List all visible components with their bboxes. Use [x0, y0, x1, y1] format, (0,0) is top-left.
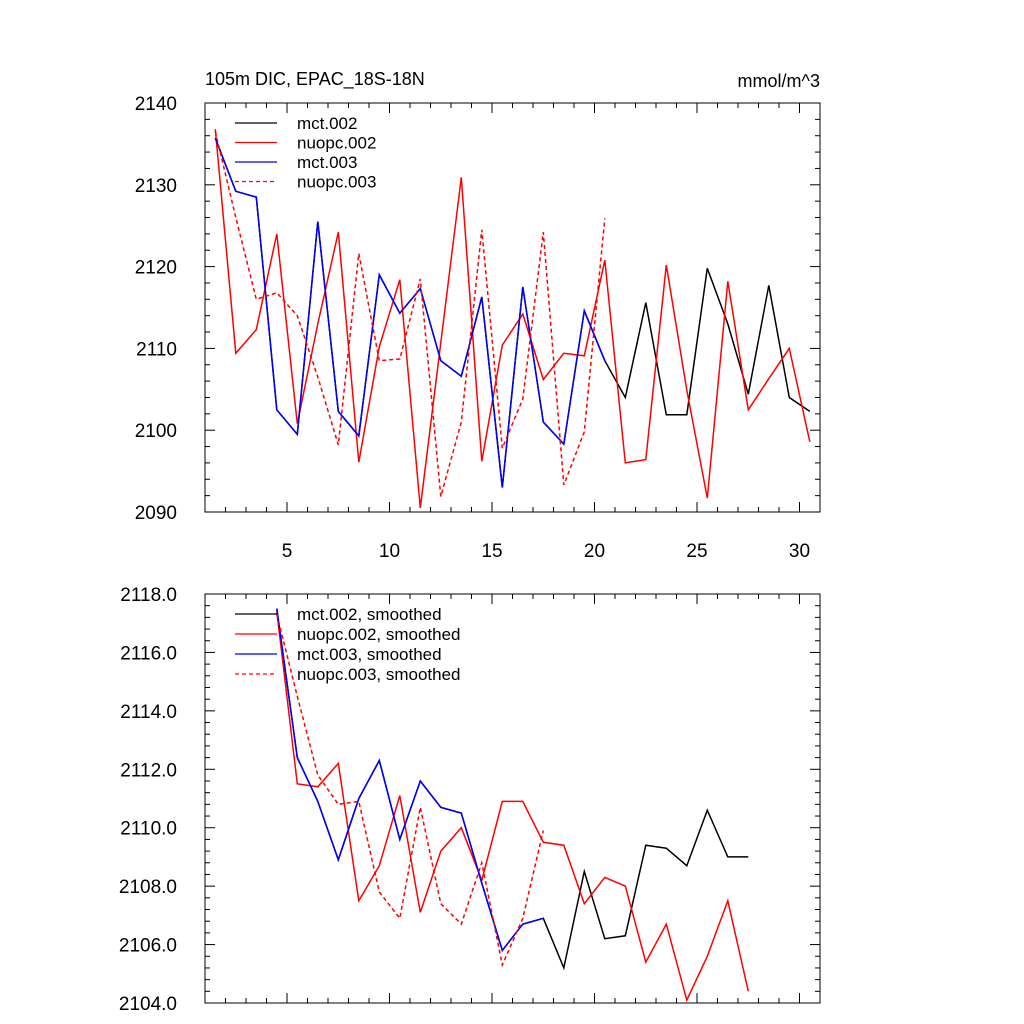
- top-chart-panel: 5 10 15 20 25 30 2090 2100 2110 2120 2130 2140 mct.0…: [135, 94, 821, 562]
- bottom-legend-label: nuopc.002, smoothed: [297, 625, 461, 644]
- top-legend-label: nuopc.002: [297, 134, 376, 153]
- bottom-y-tick-label: 2110.0: [120, 819, 177, 840]
- top-series-line-nuopc-003: [214, 131, 606, 497]
- bottom-y-tick-label: 2108.0: [119, 877, 177, 898]
- bottom-series-line-nuopc-002-smoothed: [276, 611, 750, 1003]
- bottom-y-tick-label: 2104.0: [119, 994, 177, 1015]
- top-chart-title: 105m DIC, EPAC_18S-18N: [205, 69, 425, 90]
- top-y-tick-label: 2140: [135, 94, 177, 115]
- top-y-tick-label: 2120: [135, 258, 177, 279]
- top-y-tick-label: 2130: [135, 176, 177, 197]
- top-x-tick-label: 20: [584, 541, 605, 562]
- bottom-y-tick-label: 2112.0: [120, 760, 177, 781]
- top-y-tick-label: 2110: [136, 339, 177, 360]
- top-x-tick-label: 10: [379, 541, 400, 562]
- bottom-y-tick-label: 2118.0: [120, 585, 177, 606]
- top-x-tick-label: 25: [686, 541, 707, 562]
- bottom-series-line-nuopc-003-smoothed: [276, 614, 545, 968]
- top-legend-label: mct.002: [297, 114, 357, 133]
- bottom-y-tick-label: 2116.0: [120, 643, 177, 664]
- top-legend-label: nuopc.003: [297, 173, 376, 192]
- top-x-tick-label: 5: [282, 541, 293, 562]
- bottom-legend-label: nuopc.003, smoothed: [297, 665, 461, 684]
- top-y-tick-label: 2100: [135, 421, 177, 442]
- bottom-chart-panel: 2104.0 2106.0 2108.0 2110.0 2112.0 2114.0 2116…: [119, 585, 821, 1015]
- top-x-tick-label: 15: [481, 541, 502, 562]
- top-series-line-mct-003: [214, 137, 606, 488]
- top-chart-units: mmol/m^3: [738, 71, 820, 91]
- bottom-y-tick-label: 2106.0: [119, 936, 177, 957]
- bottom-series-line-mct-003-smoothed: [276, 608, 544, 952]
- bottom-legend-label: mct.003, smoothed: [297, 645, 442, 664]
- bottom-legend-label: mct.002, smoothed: [297, 605, 442, 624]
- top-y-tick-label: 2090: [135, 503, 177, 524]
- top-legend-label: mct.003: [297, 153, 357, 172]
- bottom-y-tick-label: 2114.0: [120, 702, 177, 723]
- top-x-tick-label: 30: [789, 541, 810, 562]
- top-series-line-nuopc-002: [214, 129, 811, 508]
